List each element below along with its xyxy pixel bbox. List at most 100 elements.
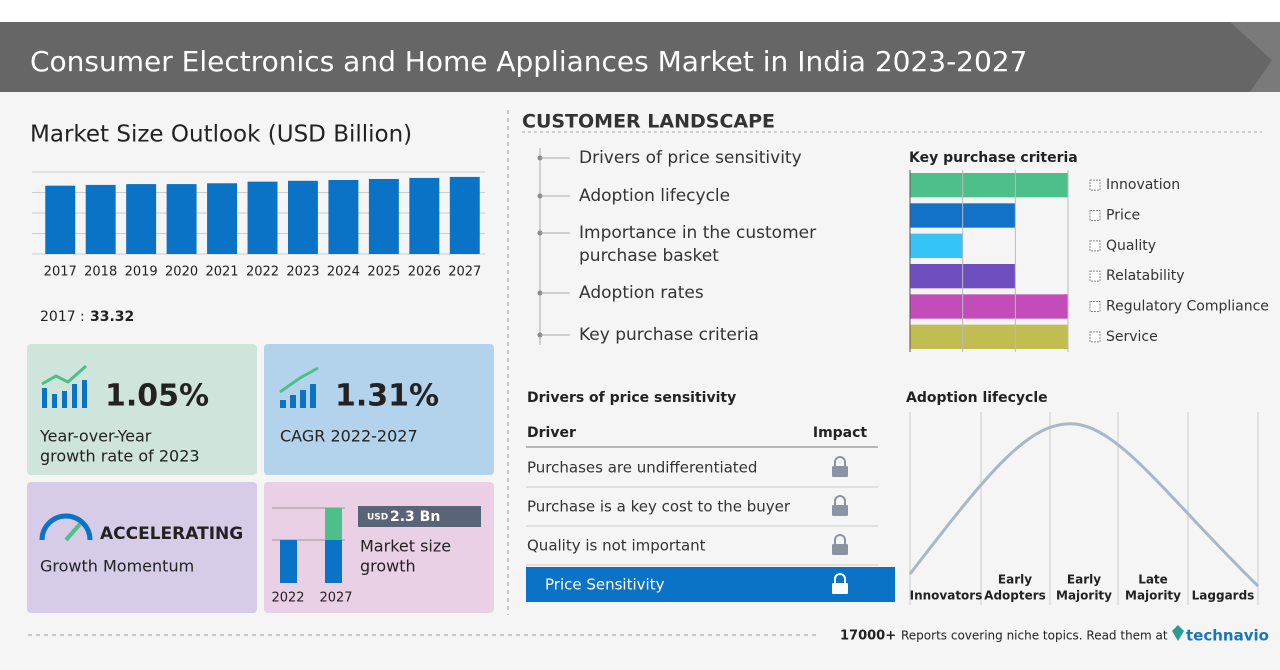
card [27,482,257,613]
legend-label: Service [1106,329,1158,345]
lock-icon [832,466,848,477]
x-tick-label: 2026 [408,265,441,280]
gauge-icon [39,513,93,542]
lock-icon [832,583,848,594]
growth-mini-chart [272,507,345,583]
footer-text: Reports covering niche topics. Read them… [901,629,1168,643]
legend-swatch [1089,210,1101,221]
lock-icon [834,573,846,583]
row-label: Price Sensitivity [545,576,665,594]
bar [449,176,480,254]
legend-swatch [1089,301,1101,312]
x-tick-label: 2024 [327,265,360,280]
year-label: 2027 [319,591,352,606]
list-item: purchase basket [579,246,719,266]
card [264,344,494,475]
row-label: Quality is not important [527,537,706,555]
card-label: Growth Momentum [40,557,194,576]
stage-label: Early [1067,573,1101,587]
legend-swatch [1089,270,1101,282]
legend-swatch [1089,179,1101,191]
stage-label: Early [998,573,1032,587]
legend-label: Relatability [1106,268,1185,284]
header-decoration [1230,22,1280,92]
legend-swatch [1089,240,1101,252]
title: Consumer Electronics and Home Appliances… [30,45,1027,78]
yoy-value: 1.05% [105,379,209,414]
lock-icon [834,534,846,544]
bar [910,173,1068,198]
lock-icon [832,544,848,555]
legend-label: Innovation [1106,177,1180,193]
stage-label: Adopters [984,589,1046,603]
bar [910,233,963,258]
list-item: Key purchase criteria [579,325,759,345]
base-value: 33.32 [90,309,134,325]
lock-icon [834,495,846,505]
x-tick-label: 2017 [44,265,77,280]
footer-count: 17000+ [840,629,896,644]
bar [409,177,440,254]
bar [85,184,116,254]
stage-label: Majority [1125,589,1181,603]
x-tick-label: 2019 [125,265,158,280]
growth-value: 2.3 Bn [390,509,440,525]
bar [166,184,197,254]
x-tick-label: 2018 [84,265,117,280]
legend-label: Regulatory Compliance [1106,299,1269,315]
bar [287,180,318,254]
drivers-title: Drivers of price sensitivity [527,390,736,406]
kpc-title: Key purchase criteria [909,150,1078,166]
section-title: Market Size Outlook (USD Billion) [30,122,412,148]
cagr-value: 1.31% [335,379,439,414]
bar [910,324,1068,349]
stage-label: Innovators [910,589,983,603]
stage-label: Laggards [1192,589,1255,603]
row-label: Purchases are undifferentiated [527,459,757,477]
growth-badge [358,506,481,527]
bar [368,178,399,254]
column-header: Impact [813,425,868,441]
list-item: Importance in the customer [579,223,816,243]
card-label: Year-over-Year [39,427,152,446]
footer-brand: technavio [1186,627,1269,645]
legend-label: Quality [1106,238,1156,254]
stage-label: Late [1138,573,1168,587]
card-label: growth [360,557,416,576]
brand-logo [1172,625,1184,641]
yoy-icon [41,364,87,408]
x-tick-label: 2020 [165,265,198,280]
cagr-icon [279,366,319,408]
list-item: Adoption rates [579,283,704,303]
bar [45,185,76,254]
list-item: Drivers of price sensitivity [579,148,802,168]
stage-label: Majority [1056,589,1112,603]
x-tick-label: 2022 [246,265,279,280]
x-tick-label: 2027 [448,265,481,280]
year-label: 2022 [271,591,304,606]
separator: : [80,309,85,325]
row-label: Purchase is a key cost to the buyer [527,498,791,516]
bar [126,184,157,254]
card-label: Market size [360,537,451,556]
adoption-title: Adoption lifecycle [906,390,1048,406]
base-year: 2017 [40,309,76,325]
top-strip [0,0,1280,22]
x-tick-label: 2025 [367,265,400,280]
bar [328,179,359,254]
lock-icon [832,505,848,516]
growth-unit: USD [367,513,388,523]
bar [207,183,238,254]
legend-label: Price [1106,208,1140,224]
card-label: CAGR 2022-2027 [280,427,418,446]
header-band [0,22,1280,92]
card [27,344,257,475]
section-title: CUSTOMER LANDSCAPE [522,111,775,133]
column-header: Driver [527,425,576,441]
bar [910,294,1068,319]
list-item: Adoption lifecycle [579,186,730,206]
x-tick-label: 2023 [286,265,319,280]
lock-icon [834,456,846,466]
x-tick-label: 2021 [205,265,238,280]
